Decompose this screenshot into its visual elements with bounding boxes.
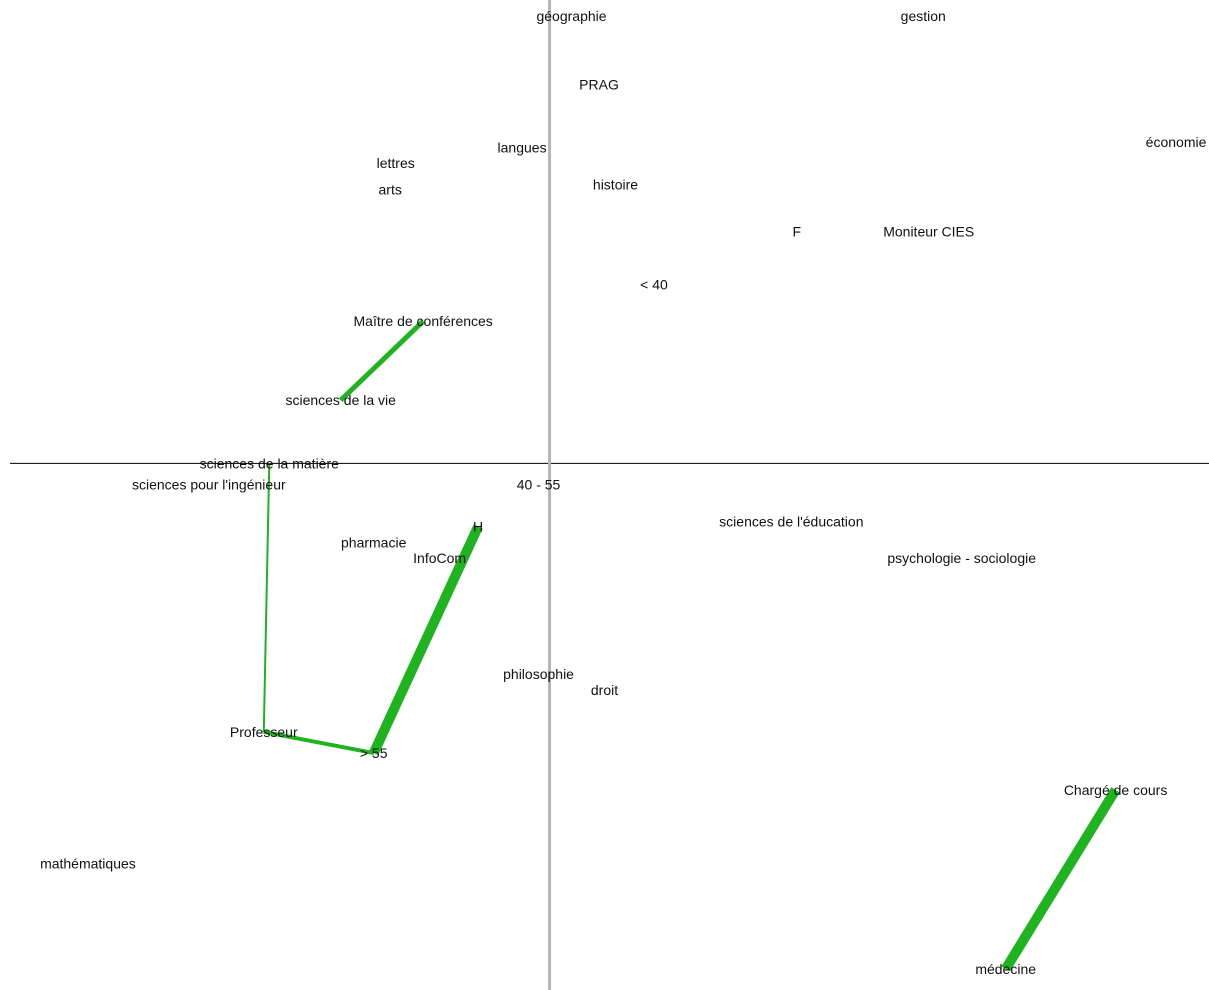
point-label-maitre-de-conferences: Maître de conférences — [354, 313, 493, 329]
point-label-lettres: lettres — [377, 155, 415, 171]
point-label-economie: économie — [1146, 134, 1207, 150]
point-label-moniteur-cies: Moniteur CIES — [883, 224, 974, 240]
point-label-40-55: 40 - 55 — [517, 476, 561, 492]
point-label-gestion: gestion — [901, 8, 946, 24]
point-label-55: > 55 — [360, 745, 388, 761]
point-label-psychologie-sociologie: psychologie - sociologie — [887, 550, 1036, 566]
link-charge-de-cours-to-medecine — [1001, 787, 1120, 972]
point-label-sciences-de-la-vie: sciences de la vie — [285, 392, 396, 408]
point-label-pharmacie: pharmacie — [341, 534, 407, 550]
link-sciences-de-la-matiere-to-professeur — [262, 463, 271, 732]
point-label-medecine: médecine — [975, 961, 1036, 977]
point-label-geographie: géographie — [536, 8, 606, 24]
point-label-langues: langues — [498, 139, 547, 155]
axes — [10, 0, 1209, 990]
link-maitre-de-conferences-to-sciences-de-la-vie — [338, 319, 425, 403]
point-label-prag: PRAG — [579, 76, 619, 92]
point-label-infocom: InfoCom — [413, 550, 466, 566]
point-label-philosophie: philosophie — [503, 666, 574, 682]
point-label-charge-de-cours: Chargé de cours — [1064, 782, 1168, 798]
links — [262, 319, 1120, 972]
point-label-sciences-de-l-education: sciences de l'éducation — [719, 513, 863, 529]
point-label-professeur: Professeur — [230, 724, 298, 740]
point-label-f: F — [793, 224, 802, 240]
point-label-droit: droit — [591, 682, 618, 698]
point-labels: géographie gestion PRAG économie langues lett… — [40, 8, 1207, 977]
point-label-sciences-de-la-matiere: sciences de la matière — [200, 455, 340, 471]
point-label-sciences-pour-l-ingenieur: sciences pour l'ingénieur — [132, 476, 286, 492]
point-label-40: < 40 — [640, 276, 668, 292]
point-label-arts: arts — [379, 182, 402, 198]
point-label-h: H — [473, 519, 483, 535]
point-label-histoire: histoire — [593, 176, 638, 192]
link-55-to-h — [369, 524, 483, 756]
point-label-mathematiques: mathématiques — [40, 856, 136, 872]
link-professeur-to-55 — [263, 730, 375, 755]
